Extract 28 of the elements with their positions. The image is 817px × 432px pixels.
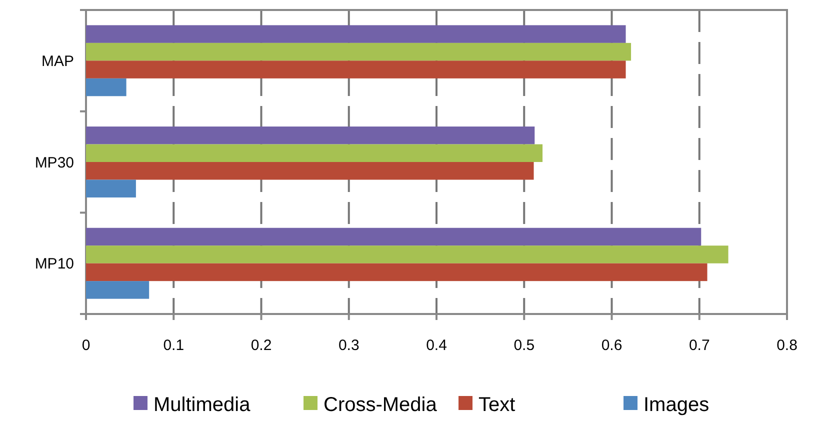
x-tick-label: 0 (82, 337, 90, 354)
x-tick-label: 0.2 (250, 337, 272, 354)
x-tick-label: 0.1 (163, 337, 184, 354)
bar (86, 126, 535, 144)
y-tick-label: MP10 (34, 256, 74, 273)
bar (86, 60, 626, 78)
legend-label: Cross-Media (324, 394, 438, 416)
bar (86, 78, 126, 96)
x-tick-label: 0.4 (426, 337, 447, 354)
x-tick-label: 0.8 (776, 337, 798, 354)
y-tick-label: MAP (41, 52, 74, 70)
legend-label: Text (478, 394, 516, 416)
bar (86, 162, 534, 180)
bar (86, 246, 728, 264)
bar (86, 180, 136, 198)
bar (86, 263, 708, 282)
x-tick-label: 0.6 (601, 337, 622, 354)
x-tick-label: 0.5 (514, 337, 535, 354)
bar (86, 42, 632, 61)
x-tick-label: 0.3 (338, 337, 360, 354)
x-tick-label: 0.7 (688, 337, 710, 354)
y-tick-label: MP30 (34, 154, 74, 172)
bar (86, 25, 626, 43)
legend-label: Multimedia (154, 394, 252, 416)
bar (86, 228, 702, 246)
bar (86, 144, 543, 162)
legend-label: Images (644, 394, 710, 416)
bar (86, 281, 150, 299)
